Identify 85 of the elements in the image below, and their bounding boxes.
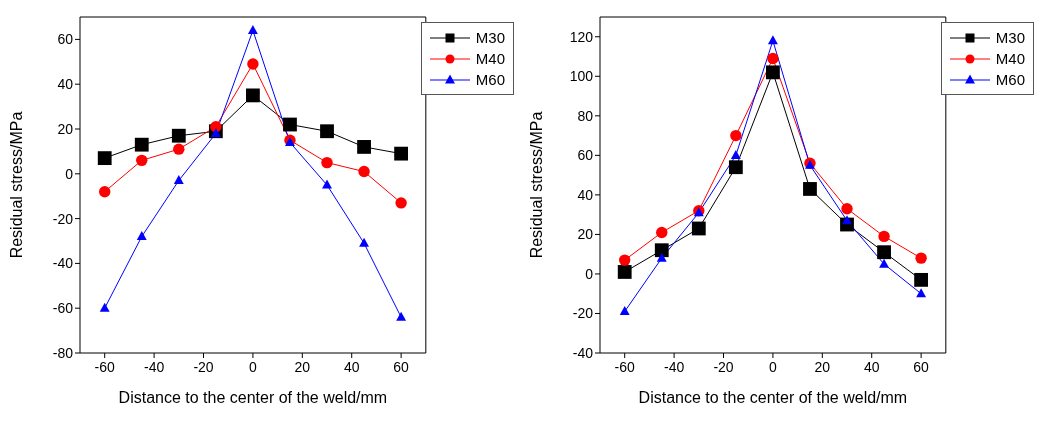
y-tick-label: 20 <box>577 226 594 243</box>
y-tick-label: 80 <box>577 107 594 124</box>
x-axis-title: Distance to the center of the weld/mm <box>118 389 388 406</box>
x-tick-label: 20 <box>814 358 831 375</box>
point <box>99 302 110 312</box>
legend-label: M40 <box>995 50 1025 67</box>
y-axis-title: Residual stress/MPa <box>527 111 545 259</box>
point <box>97 151 112 166</box>
point <box>619 254 631 266</box>
y-axis-title: Residual stress/MPa <box>7 111 25 259</box>
x-tick-label: 60 <box>913 358 930 375</box>
point <box>394 146 409 161</box>
point <box>246 88 260 103</box>
x-tick-label: -40 <box>663 358 685 375</box>
y-tick-label: 60 <box>57 31 74 48</box>
legend-label: M30 <box>475 29 505 46</box>
legend-label: M60 <box>475 71 505 88</box>
y-tick-label: 40 <box>57 76 74 93</box>
point <box>136 231 147 241</box>
point <box>173 143 185 155</box>
point <box>357 140 371 154</box>
y-tick-label: 40 <box>577 186 594 203</box>
x-tick-label: -20 <box>713 358 734 375</box>
y-tick-label: 100 <box>569 68 594 85</box>
x-tick-label: 20 <box>294 358 311 375</box>
y-tick-label: 0 <box>65 165 74 182</box>
point <box>134 137 149 152</box>
point <box>320 124 334 139</box>
x-tick-label: 60 <box>393 358 410 375</box>
point <box>99 186 111 198</box>
point <box>766 65 780 80</box>
point <box>619 306 630 316</box>
y-tick-label: 20 <box>57 120 74 137</box>
point <box>247 58 259 70</box>
y-tick-label: -20 <box>52 210 74 227</box>
x-tick-label: -60 <box>614 358 636 375</box>
x-tick-label: -20 <box>193 358 214 375</box>
point <box>247 25 258 35</box>
point <box>915 252 927 264</box>
point <box>283 117 297 132</box>
point <box>358 165 370 178</box>
x-tick-label: 0 <box>769 358 778 375</box>
point <box>803 182 817 196</box>
point <box>396 311 407 321</box>
point <box>210 128 221 138</box>
point <box>914 272 929 287</box>
y-tick-label: 60 <box>577 147 594 164</box>
point <box>136 154 148 167</box>
point <box>728 160 743 175</box>
point <box>877 245 891 260</box>
point <box>395 197 407 209</box>
point <box>656 226 668 239</box>
point <box>654 243 669 258</box>
x-tick-label: -40 <box>143 358 165 375</box>
y-tick-label: 120 <box>569 28 594 45</box>
point <box>767 35 778 45</box>
y-tick-label: 0 <box>585 265 594 282</box>
point <box>691 221 706 236</box>
y-tick-label: -80 <box>52 344 74 361</box>
point <box>171 128 186 143</box>
y-tick-label: -20 <box>572 305 594 322</box>
x-tick-label: -60 <box>94 358 116 375</box>
point <box>359 237 370 247</box>
y-tick-label: -60 <box>52 300 74 317</box>
x-tick-label: 40 <box>343 358 360 375</box>
point <box>617 265 632 279</box>
point <box>841 203 853 215</box>
point <box>656 252 667 262</box>
x-tick-label: 0 <box>249 358 258 375</box>
legend-label: M30 <box>995 29 1025 46</box>
legend-label: M60 <box>995 71 1025 88</box>
point <box>321 156 333 169</box>
point <box>730 149 741 159</box>
legend-label: M40 <box>475 50 505 67</box>
point <box>322 179 332 189</box>
y-tick-label: -40 <box>572 344 594 361</box>
x-tick-label: 40 <box>863 358 880 375</box>
point <box>767 52 779 65</box>
x-axis-title: Distance to the center of the weld/mm <box>638 389 908 406</box>
point <box>879 258 890 268</box>
y-tick-label: -40 <box>52 255 74 272</box>
point <box>878 230 890 243</box>
point <box>916 288 927 298</box>
point <box>730 129 742 142</box>
point <box>173 175 184 185</box>
